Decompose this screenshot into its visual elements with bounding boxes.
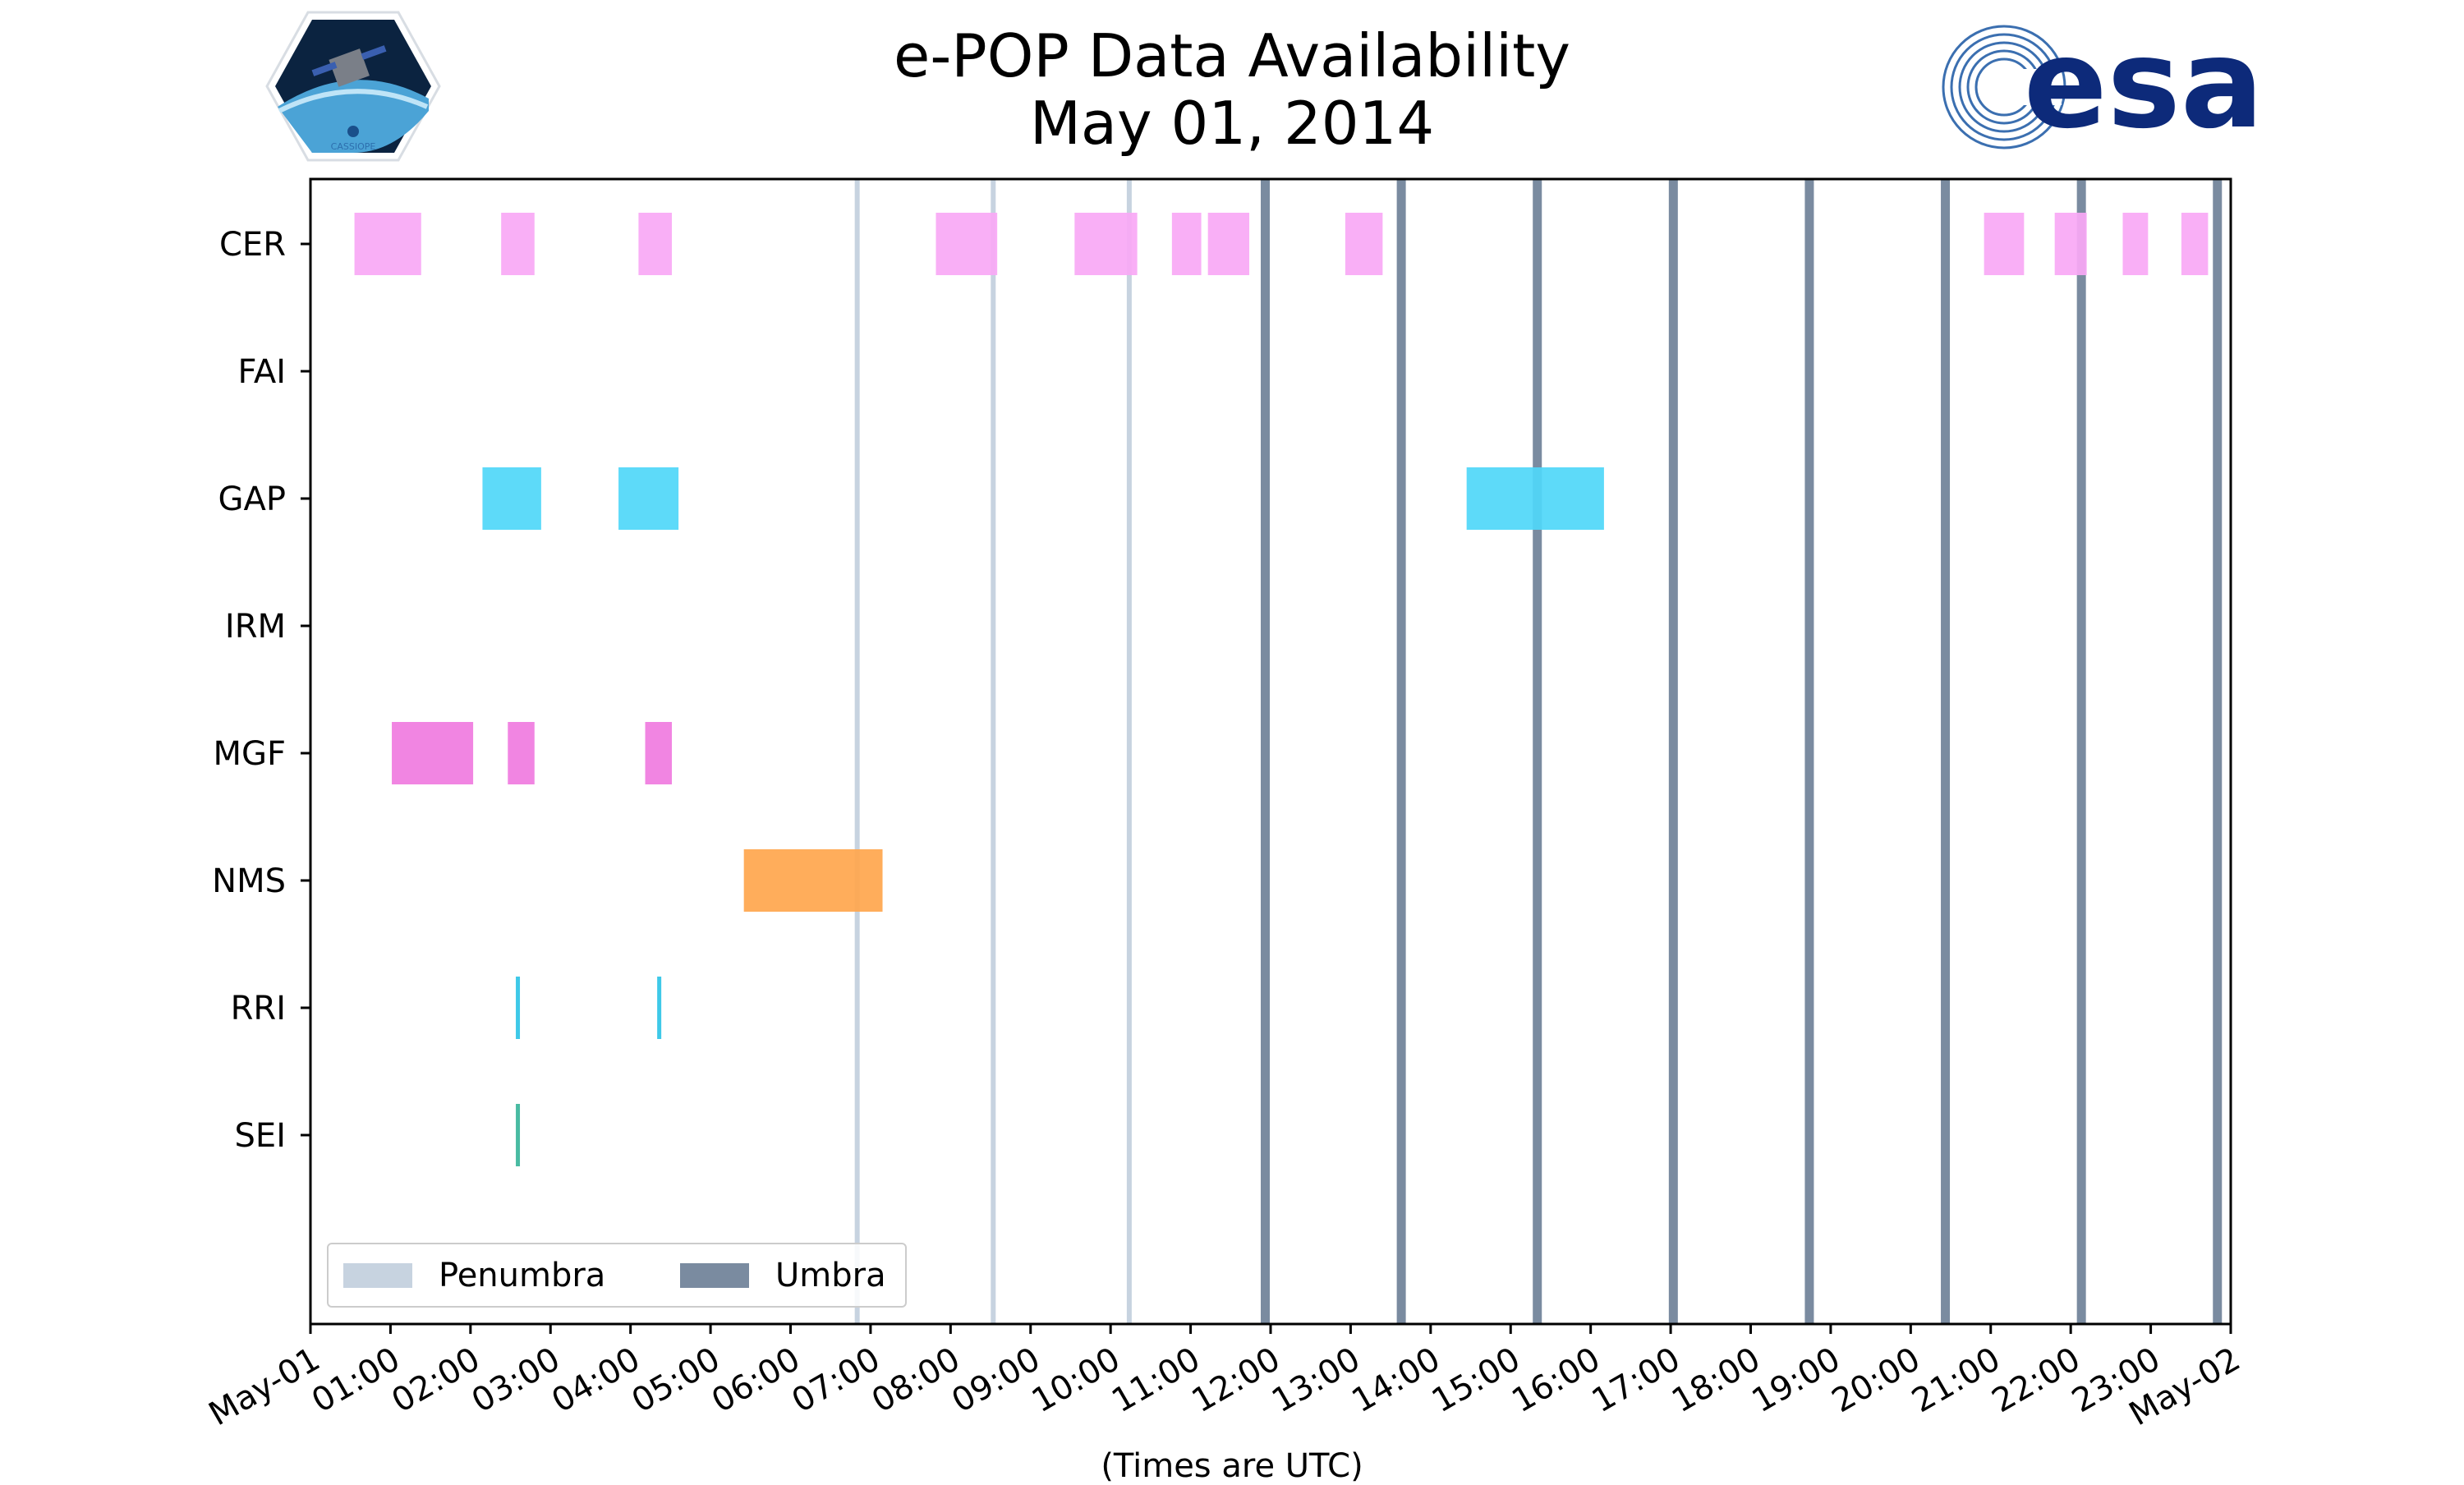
x-tick-label-10: 10:00 <box>1026 1340 1127 1420</box>
chart-title: e-POP Data Availability <box>894 21 1570 90</box>
x-tick-label-12: 12:00 <box>1186 1340 1287 1420</box>
umbra-marker-7 <box>1804 179 1814 1324</box>
bar-cer-3 <box>935 213 998 275</box>
bar-gap-0 <box>482 467 541 530</box>
bars-layer <box>354 213 2209 1166</box>
legend-swatch-penumbra <box>343 1262 412 1288</box>
y-tick-label-fai: FAI <box>238 353 287 391</box>
bar-gap-2 <box>1466 467 1604 530</box>
bar-cer-0 <box>354 213 421 275</box>
legend: Penumbra Umbra <box>327 1243 907 1308</box>
x-tick-label-18: 18:00 <box>1666 1340 1767 1420</box>
bar-sei-0 <box>516 1104 521 1166</box>
umbra-marker-8 <box>1941 179 1951 1324</box>
bar-cer-8 <box>1984 213 2025 275</box>
cassiope-logo-text: CASSIOPE <box>331 141 376 152</box>
y-axis: CER FAI GAP IRM MGF NMS RRI SEI <box>212 226 310 1155</box>
legend-item-penumbra: Penumbra <box>343 1244 605 1306</box>
x-tick-label-15: 15:00 <box>1426 1340 1527 1420</box>
x-tick-label-17: 17:00 <box>1586 1340 1687 1420</box>
bar-cer-5 <box>1171 213 1202 275</box>
x-tick-label-8: 08:00 <box>866 1340 967 1420</box>
bar-cer-1 <box>501 213 535 275</box>
bar-cer-10 <box>2122 213 2149 275</box>
x-tick-label-22: 22:00 <box>1986 1340 2087 1420</box>
y-tick-label-sei: SEI <box>235 1117 286 1155</box>
legend-label-penumbra: Penumbra <box>439 1256 606 1294</box>
bar-rri-0 <box>516 977 521 1039</box>
x-tick-label-16: 16:00 <box>1506 1340 1607 1420</box>
x-tick-label-6: 06:00 <box>706 1340 807 1420</box>
x-tick-label-14: 14:00 <box>1345 1340 1446 1420</box>
bar-mgf-1 <box>508 722 535 784</box>
y-tick-label-mgf: MGF <box>213 735 286 773</box>
legend-label-umbra: Umbra <box>775 1256 886 1294</box>
bar-cer-6 <box>1207 213 1250 275</box>
chart-subtitle: May 01, 2014 <box>1029 89 1435 158</box>
bar-cer-7 <box>1345 213 1383 275</box>
bar-cer-4 <box>1074 213 1138 275</box>
cassiope-logo: CASSIOPE <box>265 11 441 162</box>
x-tick-label-5: 05:00 <box>626 1340 727 1420</box>
x-axis-label: (Times are UTC) <box>1101 1447 1363 1485</box>
umbra-marker-5 <box>1533 179 1542 1324</box>
x-tick-label-4: 04:00 <box>545 1340 646 1420</box>
penumbra-marker-2 <box>1126 179 1132 1324</box>
bar-cer-9 <box>2054 213 2087 275</box>
umbra-marker-3 <box>1261 179 1271 1324</box>
umbra-marker-6 <box>1668 179 1678 1324</box>
umbra-marker-4 <box>1396 179 1406 1324</box>
x-tick-label-20: 20:00 <box>1826 1340 1927 1420</box>
x-tick-label-9: 09:00 <box>945 1340 1046 1420</box>
bar-mgf-2 <box>645 722 672 784</box>
bar-rri-1 <box>657 977 662 1039</box>
y-tick-label-nms: NMS <box>212 862 286 900</box>
bar-cer-11 <box>2181 213 2209 275</box>
bar-mgf-0 <box>392 722 474 784</box>
bar-nms-0 <box>743 849 883 912</box>
x-tick-label-13: 13:00 <box>1266 1340 1367 1420</box>
bar-cer-2 <box>638 213 672 275</box>
esa-logo: esa <box>1942 21 2264 153</box>
y-tick-label-cer: CER <box>219 226 286 264</box>
y-tick-label-gap: GAP <box>218 480 286 518</box>
y-tick-label-irm: IRM <box>225 608 286 646</box>
esa-logo-text: esa <box>2024 21 2264 153</box>
penumbra-marker-0 <box>854 179 860 1324</box>
umbra-marker-10 <box>2213 179 2223 1324</box>
eclipse-layer <box>854 179 2223 1324</box>
x-tick-label-7: 07:00 <box>785 1340 886 1420</box>
x-tick-label-21: 21:00 <box>1905 1340 2007 1420</box>
x-tick-label-19: 19:00 <box>1745 1340 1846 1420</box>
umbra-marker-9 <box>2076 179 2086 1324</box>
x-axis: May-0101:0002:0003:0004:0005:0006:0007:0… <box>203 1324 2246 1433</box>
x-tick-label-2: 02:00 <box>385 1340 486 1420</box>
legend-item-umbra: Umbra <box>680 1244 886 1306</box>
bar-gap-1 <box>618 467 679 530</box>
penumbra-marker-1 <box>991 179 996 1324</box>
y-tick-label-rri: RRI <box>231 990 286 1028</box>
legend-swatch-umbra <box>680 1262 749 1288</box>
x-tick-label-11: 11:00 <box>1106 1340 1207 1420</box>
x-tick-label-3: 03:00 <box>466 1340 567 1420</box>
x-tick-label-1: 01:00 <box>306 1340 407 1420</box>
